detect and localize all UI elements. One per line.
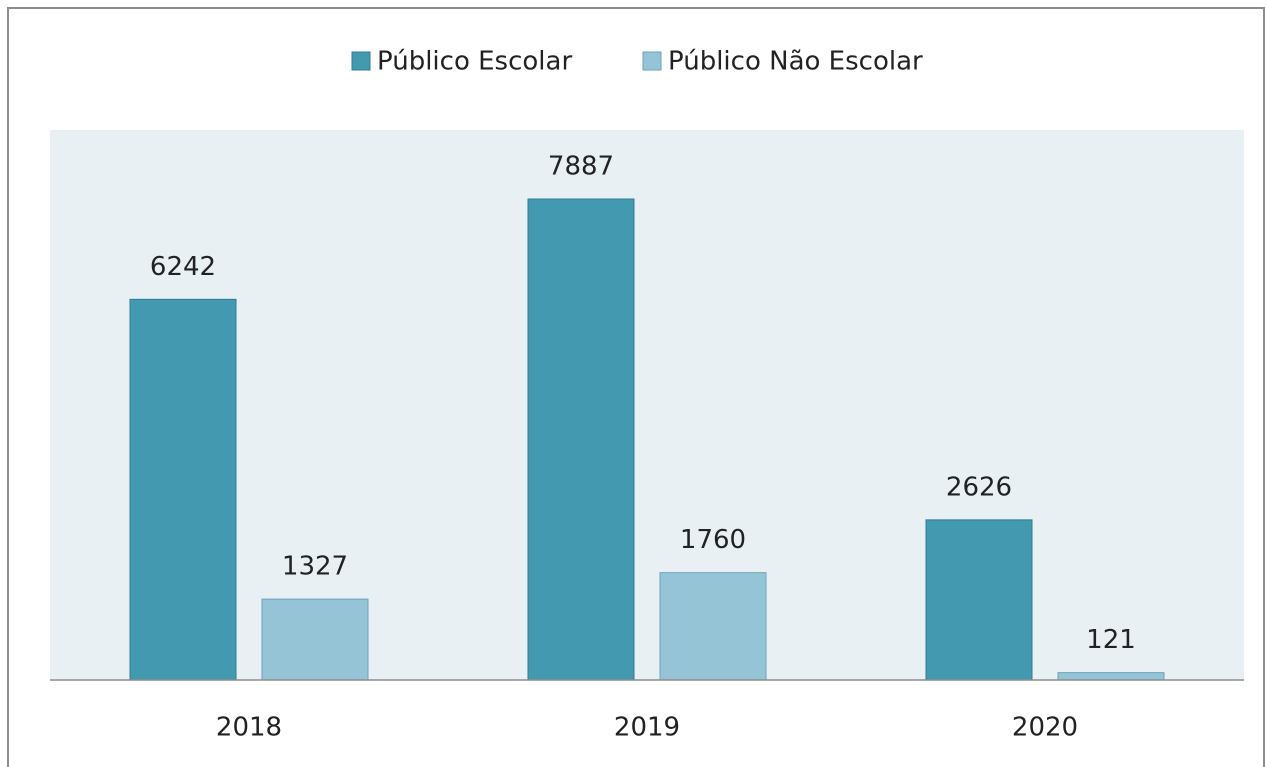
data-label: 1327 xyxy=(282,552,348,582)
bar xyxy=(925,519,1033,681)
legend-swatch xyxy=(642,51,662,71)
x-tick-label: 2020 xyxy=(1012,713,1078,743)
x-tick-label: 2019 xyxy=(614,713,680,743)
data-label: 2626 xyxy=(946,472,1012,502)
data-label: 7887 xyxy=(548,152,614,182)
bar xyxy=(261,598,369,681)
data-label: 121 xyxy=(1086,625,1136,655)
bar xyxy=(527,198,635,681)
x-tick-label: 2018 xyxy=(216,713,282,743)
plot-area xyxy=(50,130,1244,680)
data-label: 6242 xyxy=(150,252,216,282)
legend-label: Público Escolar xyxy=(377,47,572,77)
bar xyxy=(659,572,767,681)
legend-label: Público Não Escolar xyxy=(668,47,923,77)
data-label: 1760 xyxy=(680,525,746,555)
bar xyxy=(1057,672,1165,681)
bar xyxy=(129,298,237,681)
legend-swatch xyxy=(351,51,371,71)
